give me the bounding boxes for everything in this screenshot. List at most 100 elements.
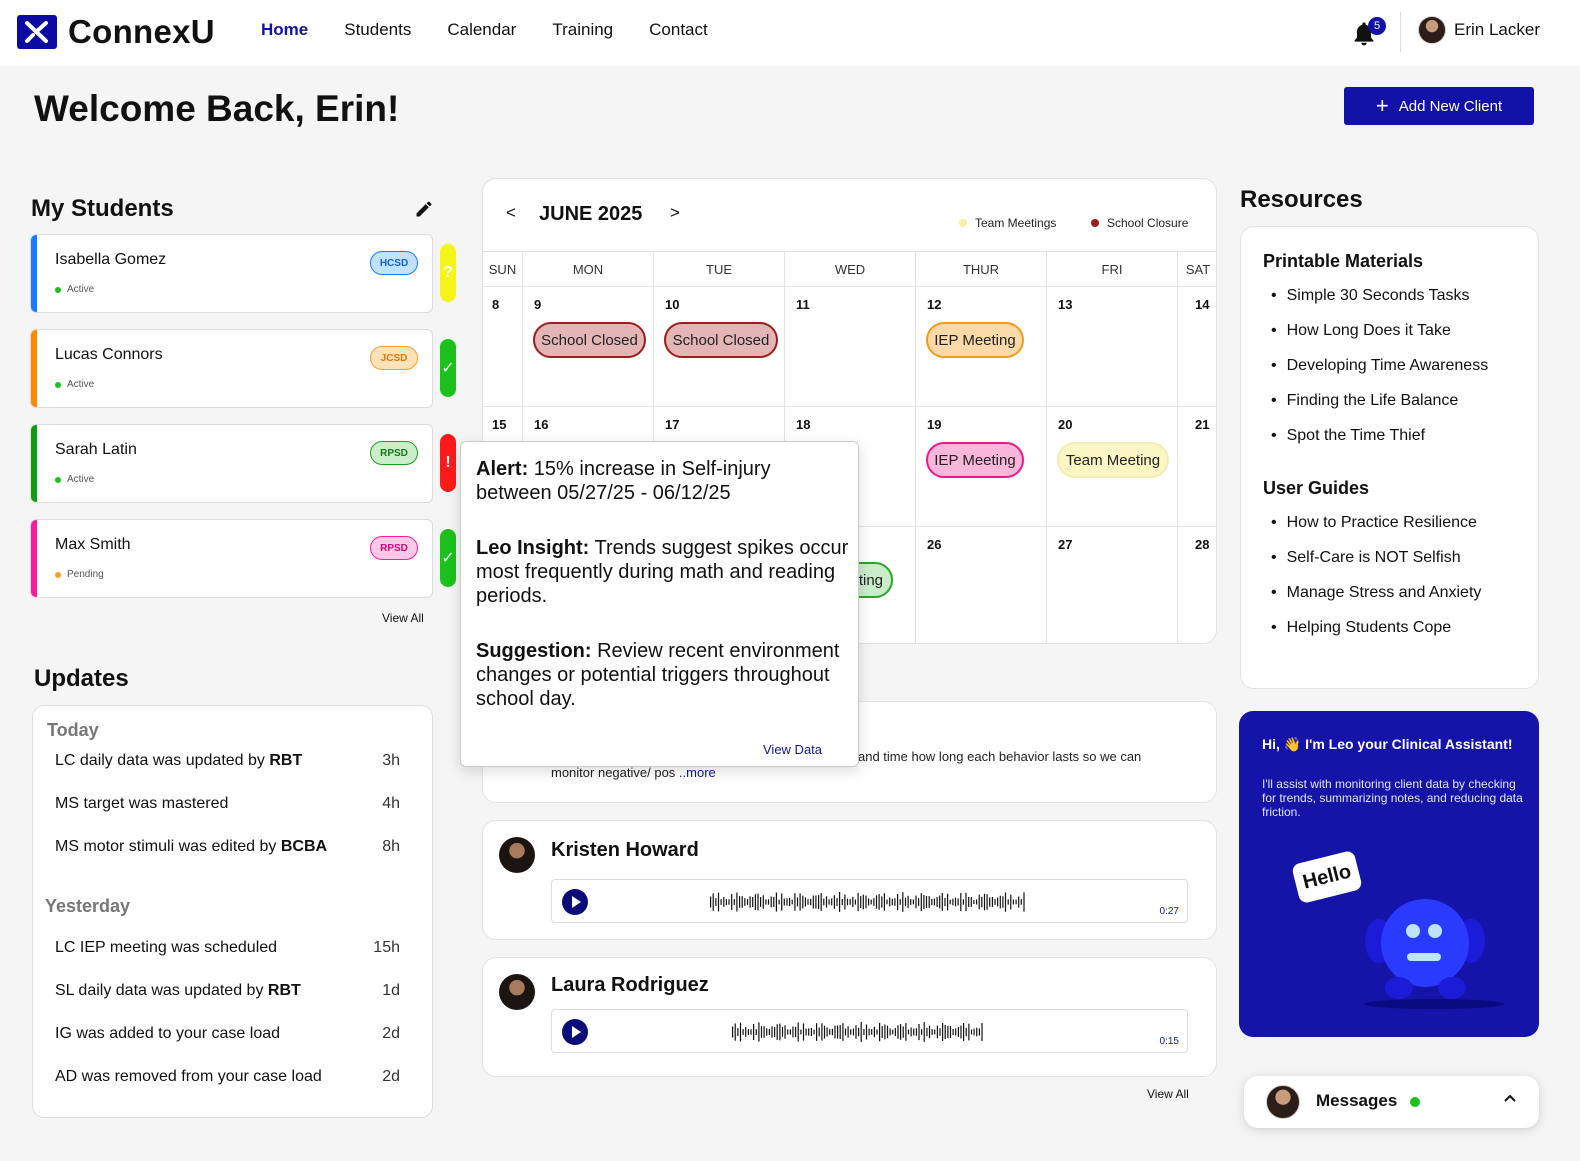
- waveform-bar: [889, 1028, 891, 1036]
- waveform-bar: [720, 899, 722, 905]
- calendar-day-cell[interactable]: 20: [1047, 407, 1178, 527]
- student-flag-indicator[interactable]: ✓: [440, 339, 456, 397]
- waveform-bar: [983, 893, 986, 911]
- calendar-day-cell[interactable]: 9: [523, 287, 654, 407]
- nav-contact[interactable]: Contact: [649, 20, 708, 39]
- calendar-event[interactable]: Team Meeting: [1057, 442, 1169, 478]
- update-row[interactable]: MS motor stimuli was edited by BCBA 8h: [55, 838, 400, 856]
- update-message: IG was added to your case load: [55, 1025, 281, 1042]
- student-card[interactable]: Max Smith Pending RPSD: [30, 519, 433, 598]
- waveform-bar: [1018, 896, 1020, 908]
- play-icon[interactable]: [562, 889, 588, 915]
- status-dot: [55, 571, 61, 578]
- resource-link[interactable]: How Long Does it Take: [1271, 322, 1451, 340]
- waveform-bar: [855, 1025, 857, 1039]
- waveform-bar: [918, 1024, 920, 1041]
- waveform-bar: [957, 1027, 959, 1037]
- notes-view-all-link[interactable]: View All: [1147, 1087, 1189, 1101]
- nav-calendar[interactable]: Calendar: [447, 20, 517, 39]
- view-data-link[interactable]: View Data: [763, 742, 823, 757]
- resource-link[interactable]: Self-Care is NOT Selfish: [1271, 549, 1461, 567]
- resource-link[interactable]: Helping Students Cope: [1271, 619, 1452, 637]
- student-flag-indicator[interactable]: ✓: [440, 529, 456, 587]
- calendar-day-cell[interactable]: 27: [1047, 527, 1178, 643]
- waveform-bar: [954, 897, 957, 907]
- waveform-bar: [768, 1029, 770, 1035]
- play-icon[interactable]: [562, 1019, 588, 1045]
- legend-team-meetings: Team Meetings: [959, 216, 1056, 230]
- resource-link[interactable]: Simple 30 Seconds Tasks: [1271, 287, 1470, 305]
- resource-link[interactable]: Spot the Time Thief: [1271, 427, 1425, 445]
- calendar-event[interactable]: IEP Meeting: [926, 442, 1024, 478]
- pencil-icon[interactable]: [414, 199, 434, 219]
- calendar-event[interactable]: IEP Meeting: [926, 322, 1024, 358]
- waveform-bar: [900, 1024, 902, 1040]
- nav-training[interactable]: Training: [552, 20, 614, 39]
- waveform-bar: [728, 899, 730, 905]
- calendar-day-cell[interactable]: 28: [1178, 527, 1216, 643]
- messages-bar[interactable]: Messages: [1244, 1076, 1539, 1128]
- resources-card: Printable Materials Simple 30 Seconds Ta…: [1240, 226, 1539, 689]
- calendar-event[interactable]: School Closed: [533, 322, 646, 358]
- weekday-header: TUE: [654, 251, 785, 287]
- student-card[interactable]: Isabella Gomez Active HCSD: [30, 234, 433, 313]
- user-menu[interactable]: Erin Lacker: [1418, 16, 1540, 44]
- add-new-client-button[interactable]: + Add New Client: [1344, 87, 1534, 125]
- calendar-prev-button[interactable]: <: [506, 203, 516, 222]
- waveform-bar: [863, 1029, 865, 1036]
- waveform-bar: [939, 895, 941, 909]
- student-card[interactable]: Lucas Connors Active JCSD: [30, 329, 433, 408]
- calendar-day-cell[interactable]: 8: [483, 287, 523, 407]
- update-row[interactable]: LC IEP meeting was scheduled 15h: [55, 939, 400, 957]
- brand-logo[interactable]: ConnexU: [17, 13, 215, 51]
- students-view-all-link[interactable]: View All: [382, 611, 424, 625]
- waveform-bar: [905, 1023, 907, 1041]
- waveform-bar: [970, 1029, 973, 1035]
- waveform-bar: [931, 899, 933, 906]
- waveform-bar: [750, 1029, 752, 1035]
- waveform-bar: [831, 898, 833, 906]
- welcome-heading: Welcome Back, Erin!: [34, 88, 400, 129]
- update-row[interactable]: SL daily data was updated by RBT 1d: [55, 982, 400, 1000]
- student-card[interactable]: Sarah Latin Active RPSD: [30, 424, 433, 503]
- waveform-bar: [881, 1026, 883, 1038]
- calendar-event[interactable]: School Closed: [664, 322, 778, 358]
- nav-students[interactable]: Students: [344, 20, 412, 39]
- waveform-bar: [936, 1025, 938, 1039]
- weekday-header: FRI: [1047, 251, 1178, 287]
- leo-assistant-card[interactable]: Hi, 👋 I'm Leo your Clinical Assistant! I…: [1239, 711, 1539, 1037]
- waveform-bar: [823, 1025, 826, 1039]
- calendar-day-cell[interactable]: 19: [916, 407, 1047, 527]
- resource-link[interactable]: How to Practice Resilience: [1271, 514, 1477, 532]
- calendar-day-cell[interactable]: [785, 527, 916, 643]
- resource-link[interactable]: Developing Time Awareness: [1271, 357, 1489, 375]
- update-row[interactable]: LC daily data was updated by RBT 3h: [55, 752, 400, 770]
- calendar-day-cell[interactable]: 12: [916, 287, 1047, 407]
- student-flag-indicator[interactable]: ?: [440, 244, 456, 302]
- more-link[interactable]: ..more: [678, 765, 716, 780]
- audio-waveform[interactable]: [710, 890, 1026, 914]
- audio-waveform[interactable]: [732, 1020, 984, 1044]
- calendar-day-cell[interactable]: 26: [916, 527, 1047, 643]
- update-row[interactable]: AD was removed from your case load 2d: [55, 1068, 400, 1086]
- calendar-day-cell[interactable]: 21: [1178, 407, 1216, 527]
- update-row[interactable]: MS target was mastered 4h: [55, 795, 400, 813]
- waveform-bar: [997, 897, 999, 907]
- calendar-day-cell[interactable]: 10: [654, 287, 785, 407]
- student-flag-indicator[interactable]: !: [440, 434, 456, 492]
- day-number: 15: [492, 417, 507, 432]
- waveform-bar: [889, 897, 891, 907]
- calendar-day-cell[interactable]: 11: [785, 287, 916, 407]
- resources-section-heading: User Guides: [1263, 478, 1370, 498]
- nav-home[interactable]: Home: [261, 20, 309, 39]
- waveform-bar: [746, 899, 749, 905]
- calendar-day-cell[interactable]: 14: [1178, 287, 1216, 407]
- waveform-bar: [881, 896, 883, 908]
- calendar-day-cell[interactable]: 13: [1047, 287, 1178, 407]
- chevron-up-icon[interactable]: [1502, 1090, 1518, 1106]
- calendar-next-button[interactable]: >: [670, 203, 680, 222]
- update-row[interactable]: IG was added to your case load 2d: [55, 1025, 400, 1043]
- waveform-bar: [928, 896, 930, 908]
- resource-link[interactable]: Manage Stress and Anxiety: [1271, 584, 1482, 602]
- resource-link[interactable]: Finding the Life Balance: [1271, 392, 1459, 410]
